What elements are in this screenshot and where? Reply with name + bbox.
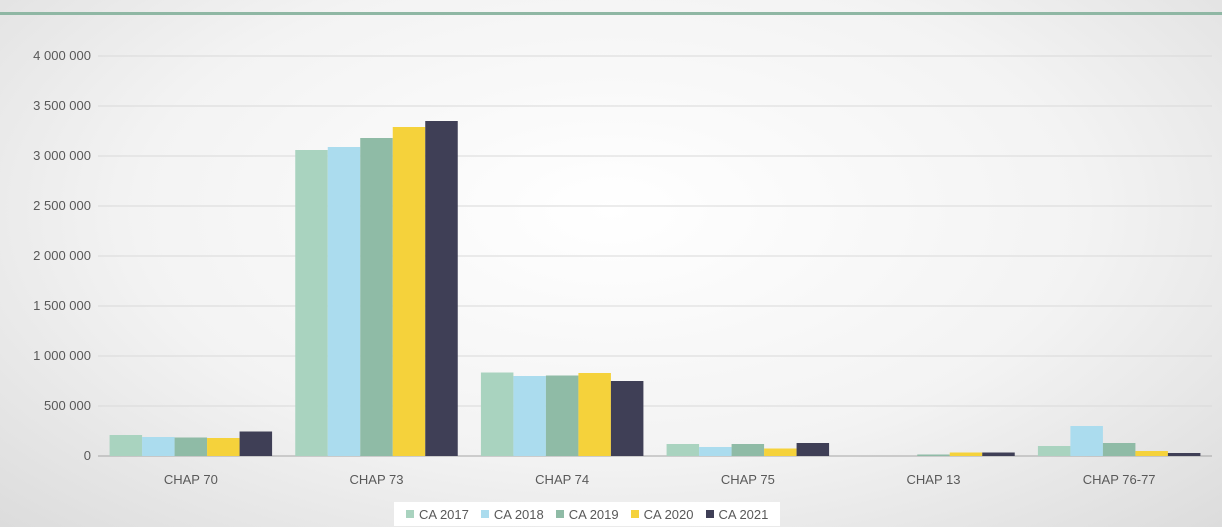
- y-tick-label: 500 000: [44, 398, 91, 413]
- bar-ca-2017-chap-76-77: [1037, 446, 1071, 456]
- legend-swatch: [555, 510, 564, 518]
- y-tick-label: 3 000 000: [33, 148, 91, 163]
- x-tick-label: CHAP 13: [907, 472, 961, 487]
- legend-label: CA 2018: [493, 506, 544, 522]
- bar-ca-2017-chap-70: [109, 435, 143, 456]
- legend-swatch: [705, 510, 714, 518]
- legend-item: CA 2018: [480, 506, 544, 522]
- gridlines: [98, 55, 1212, 457]
- top-border: [0, 12, 1222, 15]
- bar-ca-2019-chap-75: [731, 444, 765, 456]
- bars: [109, 121, 1201, 456]
- y-tick-label: 4 000 000: [33, 48, 91, 63]
- bar-ca-2021-chap-75: [796, 443, 830, 456]
- bar-ca-2018-chap-70: [142, 437, 175, 456]
- bar-ca-2021-chap-73: [425, 121, 458, 456]
- bar-ca-2020-chap-76-77: [1135, 451, 1168, 456]
- bar-ca-2021-chap-74: [610, 381, 644, 456]
- y-tick-label: 3 500 000: [33, 98, 91, 113]
- bar-ca-2021-chap-76-77: [1167, 453, 1201, 456]
- bar-ca-2017-chap-73: [295, 150, 328, 456]
- legend: CA 2017 CA 2018 CA 2019 CA 2020 CA 2021: [394, 502, 781, 526]
- legend-swatch: [630, 510, 639, 518]
- bar-ca-2017-chap-74: [480, 372, 514, 456]
- bar-ca-2019-chap-73: [360, 138, 393, 456]
- legend-label: CA 2020: [643, 506, 694, 522]
- legend-label: CA 2019: [568, 506, 619, 522]
- y-tick-label: 1 000 000: [33, 348, 91, 363]
- x-tick-label: CHAP 75: [721, 472, 775, 487]
- bar-ca-2019-chap-70: [174, 437, 208, 456]
- legend-swatch: [406, 510, 414, 518]
- legend-item: CA 2017: [406, 507, 469, 522]
- bar-ca-2021-chap-13: [982, 452, 1015, 456]
- x-tick-label: CHAP 70: [164, 472, 218, 487]
- bar-ca-2018-chap-73: [327, 147, 361, 456]
- y-tick-label: 2 000 000: [33, 248, 91, 263]
- bar-ca-2020-chap-74: [578, 373, 611, 456]
- bar-ca-2020-chap-13: [949, 452, 983, 456]
- bar-ca-2019-chap-74: [545, 375, 579, 456]
- bar-ca-2018-chap-74: [513, 376, 546, 456]
- legend-item: CA 2019: [555, 506, 619, 522]
- y-tick-label: 1 500 000: [33, 298, 91, 313]
- bar-ca-2021-chap-70: [239, 431, 273, 456]
- y-tick-label: 0: [84, 448, 91, 463]
- bar-ca-2018-chap-75: [699, 447, 732, 456]
- bar-ca-2018-chap-76-77: [1070, 426, 1103, 456]
- x-tick-label: CHAP 74: [535, 472, 589, 487]
- bar-ca-2017-chap-75: [666, 444, 700, 456]
- y-tick-label: 2 500 000: [33, 198, 91, 213]
- bar-ca-2019-chap-13: [917, 454, 950, 456]
- x-tick-label: CHAP 76-77: [1083, 472, 1156, 487]
- legend-label: CA 2021: [718, 506, 769, 522]
- bar-ca-2020-chap-70: [207, 438, 240, 456]
- x-tick-label: CHAP 73: [350, 472, 404, 487]
- legend-swatch: [480, 510, 489, 518]
- x-axis-ticks: CHAP 70 CHAP 73 CHAP 74 CHAP 75 CHAP 13 CHAP …: [164, 472, 1156, 487]
- y-axis-ticks: 0 500 000 1 000 000 1 500 000 2 000 000 2 500…: [33, 48, 91, 463]
- legend-item: CA 2021: [705, 506, 769, 522]
- legend-label: CA 2017: [419, 506, 469, 522]
- bar-ca-2020-chap-73: [392, 127, 426, 456]
- bar-ca-2019-chap-76-77: [1102, 443, 1136, 456]
- legend-item: CA 2020: [630, 506, 694, 522]
- bar-ca-2020-chap-75: [764, 448, 797, 456]
